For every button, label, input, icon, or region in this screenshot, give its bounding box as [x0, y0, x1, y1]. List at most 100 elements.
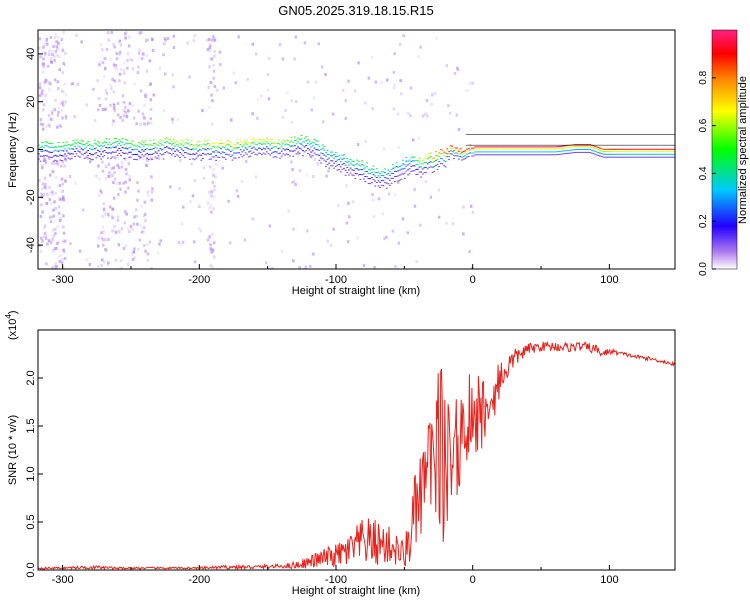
ridge-cell — [300, 134, 303, 136]
ridge-cell — [375, 172, 378, 173]
ridge-cell — [220, 148, 222, 150]
noise-cell — [116, 163, 119, 167]
ridge-cell — [425, 158, 427, 160]
ridge-cell — [425, 161, 427, 163]
ridge-cell — [115, 146, 117, 148]
noise-cell — [468, 250, 471, 254]
noise-cell — [55, 265, 58, 269]
ridge-cell — [653, 156, 655, 158]
ridge-cell — [74, 146, 76, 147]
noise-cell — [59, 102, 63, 105]
ridge-cell — [49, 151, 52, 153]
ridge-cell — [65, 141, 68, 143]
ridge-cell — [156, 144, 158, 145]
ridge-cell — [651, 156, 654, 158]
ridge-cell — [252, 141, 255, 143]
ridge-cell — [636, 153, 639, 155]
noise-cell — [64, 179, 67, 183]
ridge-cell — [195, 147, 198, 149]
ridge-cell — [269, 144, 272, 146]
ridge-cell — [126, 143, 129, 145]
ridge-cell — [266, 137, 268, 139]
ridge-cell — [466, 153, 468, 155]
ridge-cell — [216, 156, 219, 158]
noise-cell — [143, 214, 146, 218]
noise-cell — [69, 242, 72, 246]
ridge-cell — [608, 150, 611, 152]
noise-cell — [51, 238, 54, 241]
ridge-cell — [310, 151, 313, 153]
ridge-cell — [124, 147, 127, 149]
noise-cell — [256, 98, 260, 102]
ridge-cell — [287, 140, 290, 142]
ridge-cell — [484, 151, 486, 153]
ridge-cell — [443, 160, 445, 162]
noise-cell — [60, 261, 64, 265]
noise-cell — [103, 210, 106, 214]
ridge-cell — [277, 139, 280, 141]
ridge-cell — [326, 150, 329, 152]
noise-cell — [202, 176, 206, 180]
ridge-cell — [180, 139, 183, 141]
noise-cell — [213, 84, 217, 88]
ridge-cell — [640, 156, 642, 158]
noise-cell — [122, 109, 125, 113]
ridge-cell — [316, 140, 319, 142]
ridge-cell — [367, 172, 370, 174]
ridge-cell — [264, 148, 267, 150]
ridge-cell — [538, 151, 541, 153]
noise-cell — [245, 160, 248, 164]
snr-x-axis: -300 -200 -100 0 100 — [52, 565, 619, 586]
ridge-cell — [438, 156, 440, 158]
noise-cell — [101, 225, 105, 229]
noise-cell — [107, 38, 110, 42]
ridge-cell — [198, 154, 201, 156]
ridge-cell — [661, 153, 664, 155]
noise-cell — [364, 101, 367, 105]
ridge-cell — [564, 153, 567, 155]
ridge-cell — [505, 148, 508, 150]
ridge-cell — [433, 166, 436, 168]
ridge-cell — [484, 148, 486, 150]
ridge-cell — [90, 154, 93, 156]
noise-cell — [43, 176, 47, 180]
ridge-cell — [185, 138, 188, 140]
ridge-cell — [430, 156, 432, 158]
ridge-cell — [318, 154, 321, 156]
ridge-cell — [377, 185, 380, 187]
ridge-cell — [207, 143, 209, 145]
ridge-cell — [292, 145, 295, 147]
ridge-cell — [669, 153, 672, 155]
ridge-cell — [295, 139, 298, 141]
noise-cell — [210, 122, 214, 126]
ridge-cell — [110, 152, 112, 154]
ridge-cell — [435, 154, 437, 156]
noise-cell — [391, 229, 395, 233]
ridge-cell — [175, 140, 178, 142]
figure-title: GN05.2025.319.18.15.R15 — [278, 3, 433, 18]
ridge-cell — [584, 144, 586, 146]
noise-cell — [62, 248, 65, 252]
ridge-cell — [500, 154, 503, 156]
noise-cell — [326, 239, 329, 243]
ridge-cell — [221, 156, 224, 158]
noise-cell — [51, 53, 54, 57]
noise-cell — [211, 232, 214, 236]
snr-multiplier-close: ) — [7, 310, 19, 314]
ridge-cell — [389, 179, 391, 181]
noise-cell — [62, 198, 66, 202]
ridge-cell — [485, 154, 488, 156]
ridge-cell — [546, 154, 549, 156]
ridge-cell — [161, 149, 163, 151]
noise-cell — [372, 198, 375, 202]
noise-cell — [124, 210, 127, 214]
x-tick-label: -300 — [52, 574, 74, 586]
noise-cell — [52, 208, 55, 212]
noise-cell — [159, 239, 162, 243]
noise-cell — [120, 227, 124, 231]
ridge-cell — [561, 153, 564, 155]
noise-cell — [417, 55, 420, 59]
ridge-cell — [574, 149, 577, 151]
ridge-cell — [152, 153, 155, 155]
